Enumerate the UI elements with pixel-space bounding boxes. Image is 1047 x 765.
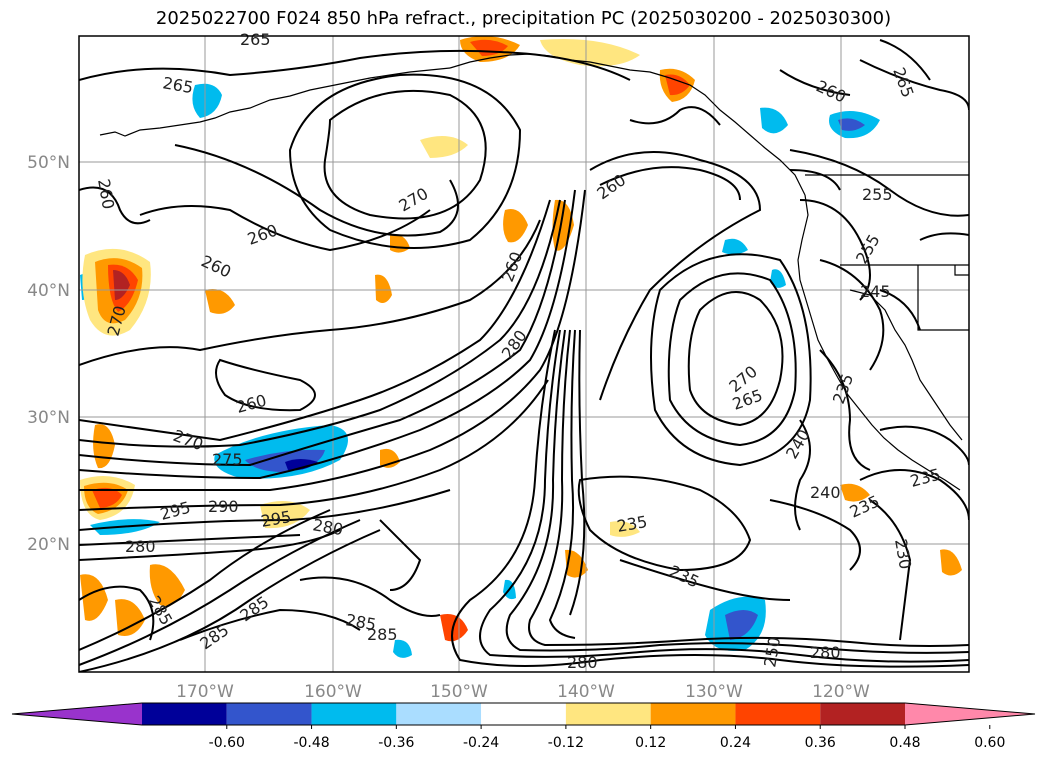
precip-patch-negative [722, 238, 748, 255]
colorbar-tick-label: 0.60 [974, 735, 1005, 751]
precip-patch-positive [113, 270, 130, 300]
contour-label: 235 [666, 561, 702, 591]
precip-patch-positive [940, 549, 962, 576]
contour-label: 245 [860, 282, 891, 301]
colorbar-tick-label: -0.36 [378, 735, 414, 751]
lat-label: 20°N [27, 535, 70, 555]
refractivity-contours [79, 39, 969, 672]
precip-patch-positive [420, 136, 468, 158]
lon-label: 130°W [685, 682, 743, 702]
contour-label: 235 [908, 465, 942, 491]
precip-patch-negative [725, 610, 758, 640]
contour-label: 255 [852, 231, 884, 267]
precip-patch-negative [393, 639, 412, 658]
latitude-labels: 50°N 40°N 30°N 20°N [27, 153, 70, 555]
contour-label: 260 [245, 220, 280, 248]
colorbar-tick-label: 0.36 [805, 735, 836, 751]
lon-label: 140°W [557, 682, 615, 702]
precip-patch-negative [192, 83, 222, 118]
contour-label: 275 [212, 450, 243, 469]
precip-patch-positive [375, 274, 392, 304]
map-title: 2025022700 F024 850 hPa refract., precip… [155, 8, 892, 29]
contour-label: 265 [240, 30, 271, 49]
lon-label: 150°W [430, 682, 488, 702]
colorbar-swatch [735, 703, 821, 725]
contour-label: 285 [236, 592, 272, 625]
contour-label: 260 [498, 249, 526, 284]
colorbar-swatch [142, 703, 227, 725]
lon-label: 160°W [304, 682, 362, 702]
colorbar: -0.60 -0.48 -0.36 -0.24 -0.12 0.12 0.24 0.36 0.4… [11, 702, 1036, 751]
colorbar-tick-label: -0.12 [548, 735, 584, 751]
colorbar-outline [11, 702, 1036, 726]
colorbar-swatch [565, 703, 651, 725]
precip-patch-positive [115, 599, 145, 636]
precip-patch-negative [838, 118, 865, 131]
contour-label: 295 [259, 507, 292, 531]
contour-label: 260 [198, 251, 234, 281]
precip-patch-negative [760, 107, 788, 134]
contour-label: 270 [396, 184, 432, 216]
contour-label: 280 [810, 643, 841, 662]
precip-patch-positive [205, 289, 235, 314]
contour-label: 265 [161, 73, 194, 97]
lat-label: 50°N [27, 153, 70, 173]
contour-label: 260 [813, 76, 849, 106]
contour-label: 280 [311, 515, 344, 539]
colorbar-swatch [226, 703, 312, 725]
precip-patch-positive [92, 487, 122, 508]
colorbar-swatch [820, 703, 905, 725]
contour-label: 280 [567, 653, 598, 672]
lon-label: 170°W [176, 682, 234, 702]
contour-label: 260 [94, 177, 118, 210]
precip-patch-positive [149, 564, 185, 606]
contour-label: 255 [862, 185, 893, 204]
precip-patch-negative [285, 459, 318, 471]
precip-patch-positive [665, 74, 690, 96]
colorbar-tick-label: -0.60 [209, 735, 245, 751]
precip-patch-positive [503, 209, 528, 243]
plot-frame [78, 35, 970, 673]
longitude-labels: 170°W 160°W 150°W 140°W 130°W 120°W [176, 682, 870, 702]
colorbar-swatch [481, 703, 566, 725]
contour-label: 240 [810, 483, 841, 502]
colorbar-tick-label: 0.12 [635, 735, 666, 751]
precip-patch-positive [80, 574, 108, 621]
colorbar-tick-label: -0.48 [293, 735, 329, 751]
colorbar-extend-high [905, 703, 1035, 725]
lat-label: 40°N [27, 281, 70, 301]
precip-patch-positive [610, 521, 640, 537]
contour-label: 270 [171, 426, 206, 454]
colorbar-swatch [396, 703, 482, 725]
contour-label: 285 [196, 620, 232, 653]
precip-patch-positive [840, 483, 870, 502]
colorbar-tick-label: 0.48 [889, 735, 920, 751]
contour-label: 260 [234, 391, 268, 417]
lon-label: 120°W [812, 682, 870, 702]
precip-patch-positive [93, 424, 115, 469]
contour-label: 280 [125, 537, 156, 556]
colorbar-tick-label: -0.24 [463, 735, 499, 751]
precip-patch-positive [390, 234, 410, 253]
contour-label: 285 [367, 625, 398, 644]
contour-label: 265 [889, 65, 917, 100]
contour-label: 230 [891, 537, 915, 570]
contour-label: 280 [498, 326, 531, 362]
graticule [79, 36, 969, 672]
colorbar-extend-low [12, 703, 142, 725]
contour-label: 250 [760, 635, 784, 668]
colorbar-swatch [650, 703, 736, 725]
coastlines [99, 53, 969, 491]
contour-label: 295 [158, 498, 192, 524]
lat-label: 30°N [27, 408, 70, 428]
colorbar-tick-label: 0.24 [720, 735, 751, 751]
contour-label: 290 [208, 497, 239, 516]
precip-patch-positive [260, 501, 310, 529]
precip-patch-negative [770, 269, 786, 288]
contour-label: 235 [615, 512, 648, 536]
colorbar-swatch [311, 703, 397, 725]
precip-patch-positive [565, 549, 588, 578]
